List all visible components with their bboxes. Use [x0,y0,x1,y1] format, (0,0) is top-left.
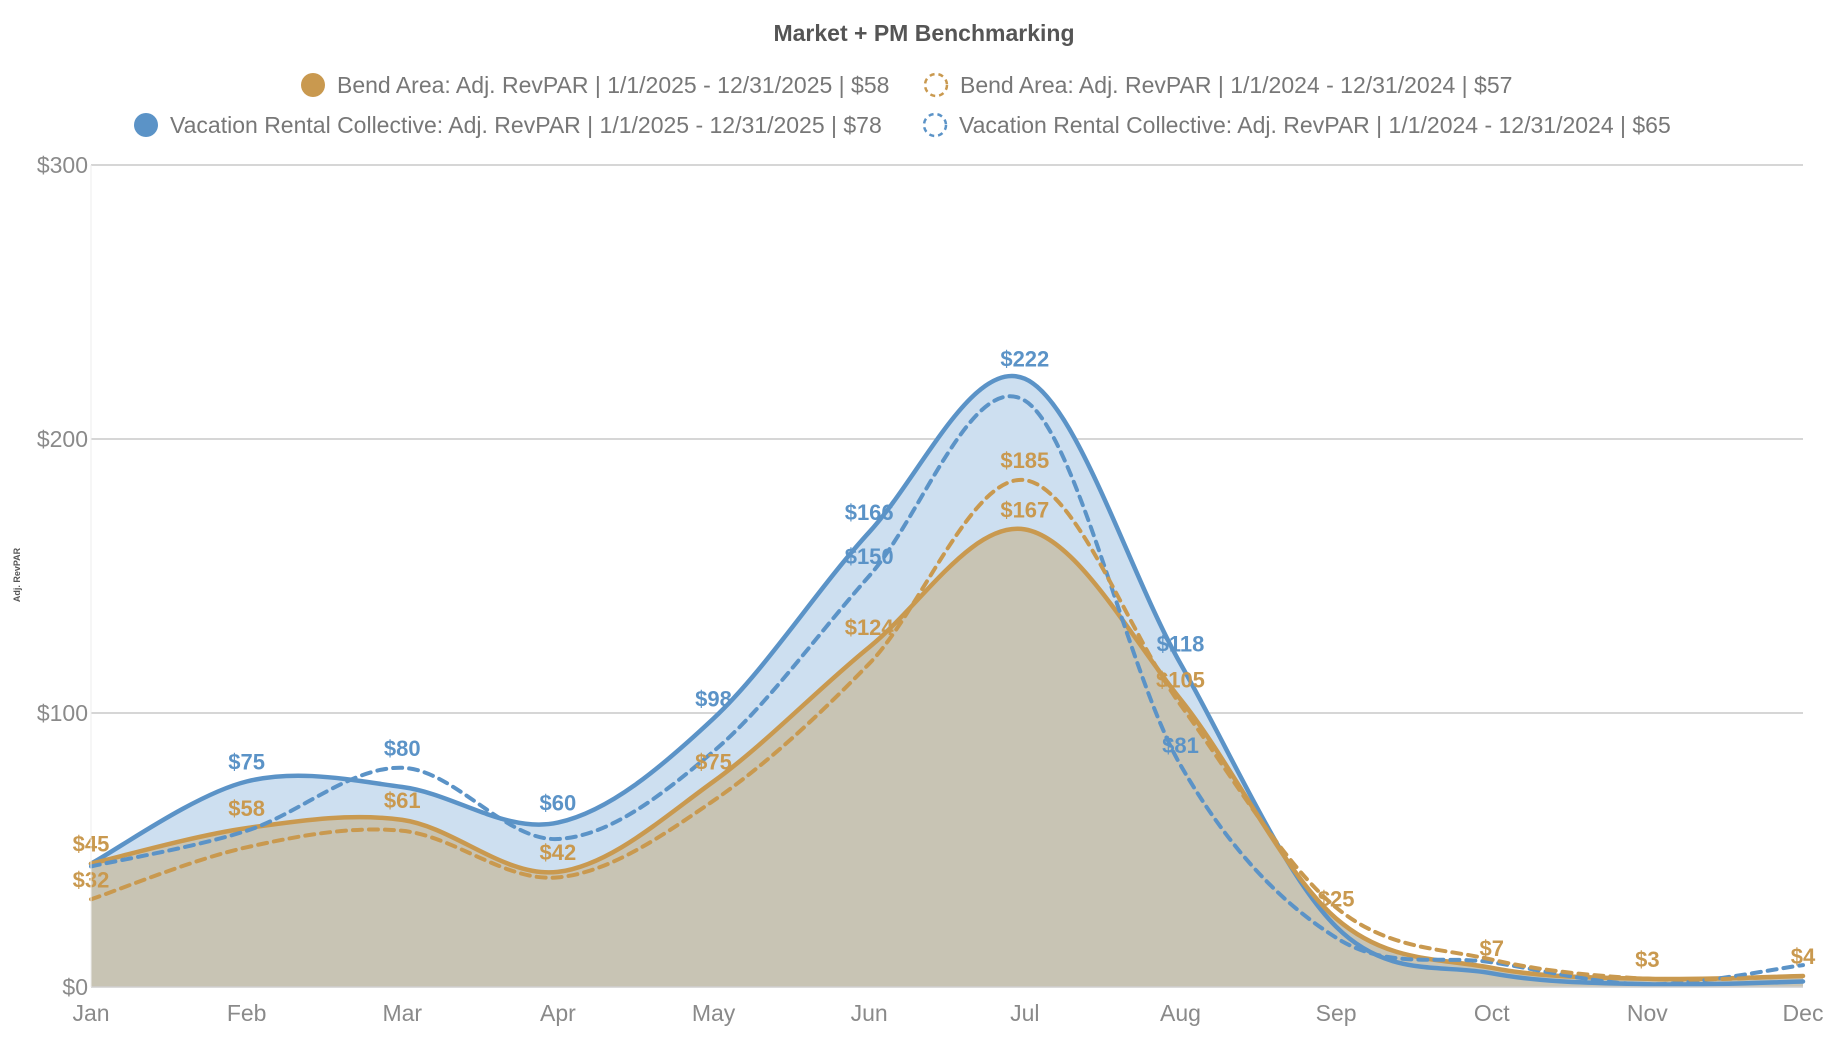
y-tick-label: $300 [37,152,88,178]
data-label-dec: $4 [1791,944,1816,969]
data-label-apr: $42 [540,840,577,865]
x-tick-label-oct: Oct [1474,1000,1510,1026]
area-fill-bend-2025 [91,528,1803,987]
legend-marker-dashed [923,72,949,98]
legend-item-vrc-2025[interactable]: Vacation Rental Collective: Adj. RevPAR … [134,112,882,138]
data-label-jul: $222 [1000,347,1049,372]
x-tick-label-apr: Apr [540,1000,576,1026]
data-label-mar: $61 [384,788,421,813]
data-label-feb: $58 [228,796,265,821]
axes: $0 $100 $200 $300 Jan Feb Mar Apr May Jun Jul Aug Se… [37,152,1824,1026]
legend-item-bend-2025[interactable]: Bend Area: Adj. RevPAR | 1/1/2025 - 12/3… [301,72,889,98]
data-label-nov: $3 [1635,947,1659,972]
data-label-jul: $185 [1000,448,1049,473]
data-label-may: $75 [695,750,732,775]
data-label-jun: $150 [845,544,894,569]
x-tick-label-feb: Feb [227,1000,267,1026]
y-tick-label: $200 [37,426,88,452]
legend-label: Vacation Rental Collective: Adj. RevPAR … [170,112,882,138]
data-label-may: $98 [695,686,732,711]
data-label-aug: $105 [1156,667,1205,692]
data-label-aug: $81 [1162,733,1199,758]
line-bend-2024 [89,478,1805,982]
legend-label: Bend Area: Adj. RevPAR | 1/1/2025 - 12/3… [337,72,889,98]
data-label-jun: $166 [845,500,894,525]
legend-item-bend-2024[interactable]: Bend Area: Adj. RevPAR | 1/1/2024 - 12/3… [923,72,1512,98]
data-label-feb: $75 [228,750,265,775]
chart-title: Market + PM Benchmarking [773,20,1074,46]
data-label-sep: $25 [1318,887,1355,912]
legend: Bend Area: Adj. RevPAR | 1/1/2025 - 12/3… [134,72,1671,138]
y-axis-label: Adj. RevPAR [12,547,22,602]
legend-item-vrc-2024[interactable]: Vacation Rental Collective: Adj. RevPAR … [922,112,1671,138]
data-label-jun: $124 [845,615,895,640]
x-tick-label-sep: Sep [1316,1000,1357,1026]
x-tick-label-dec: Dec [1783,1000,1824,1026]
line-vrc-2025 [88,374,1806,987]
line-bend-2025 [88,526,1806,982]
y-tick-label: $0 [62,974,88,1000]
x-tick-label-nov: Nov [1627,1000,1668,1026]
x-tick-label-aug: Aug [1160,1000,1201,1026]
legend-marker-dashed [922,112,948,138]
x-tick-label-mar: Mar [382,1000,422,1026]
x-tick-label-jun: Jun [851,1000,888,1026]
line-vrc-2024 [89,394,1805,987]
x-tick-label-may: May [692,1000,736,1026]
y-tick-label: $100 [37,700,88,726]
area-fills [91,376,1803,987]
data-label-oct: $7 [1479,936,1503,961]
data-label-apr: $60 [540,791,577,816]
series-lines [88,374,1806,987]
legend-marker-solid [301,73,325,97]
x-tick-label-jan: Jan [72,1000,109,1026]
legend-label: Vacation Rental Collective: Adj. RevPAR … [959,112,1671,138]
data-label-mar: $80 [384,736,421,761]
data-label-aug: $118 [1157,632,1205,657]
legend-label: Bend Area: Adj. RevPAR | 1/1/2024 - 12/3… [960,72,1512,98]
data-label-jul: $167 [1000,497,1049,522]
x-tick-label-jul: Jul [1010,1000,1039,1026]
legend-marker-solid [134,113,158,137]
